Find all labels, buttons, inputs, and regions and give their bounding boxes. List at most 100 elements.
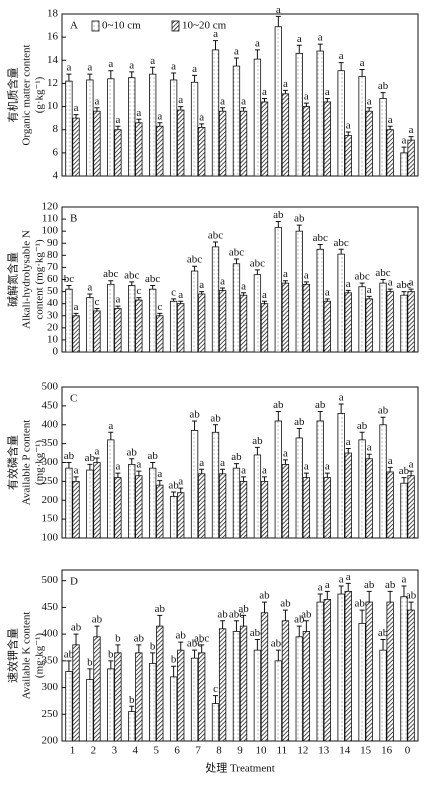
significance-letter: ab	[378, 627, 389, 639]
bar	[65, 467, 73, 539]
error-bar	[366, 295, 372, 299]
bar	[232, 263, 241, 353]
panel-label: A	[70, 20, 78, 32]
bar	[253, 454, 262, 539]
bar	[379, 424, 387, 539]
y-tick-label: 70	[47, 261, 59, 273]
error-bar	[213, 40, 219, 50]
error-bar	[136, 118, 142, 123]
significance-letter: a	[95, 446, 100, 458]
error-bar	[241, 107, 247, 112]
significance-letter: a	[220, 95, 225, 107]
error-bar	[296, 428, 302, 438]
y-tick-label: 90	[47, 237, 59, 249]
bar	[93, 636, 101, 742]
error-bar	[157, 312, 163, 316]
error-bar	[150, 462, 156, 469]
error-bar	[324, 472, 330, 478]
significance-letter: a	[339, 50, 344, 62]
bar	[135, 652, 143, 742]
y-tick-label: 300	[42, 681, 59, 693]
bar	[218, 289, 227, 353]
error-bar	[296, 44, 302, 54]
bar	[211, 246, 220, 353]
x-tick-label: 15	[360, 745, 372, 757]
bar	[281, 620, 290, 742]
error-bar	[129, 71, 135, 78]
y-tick-label: 4	[53, 170, 59, 182]
error-bar	[254, 638, 260, 651]
error-bar	[275, 221, 281, 228]
significance-letter: a	[339, 392, 344, 404]
x-tick-label: 2	[91, 745, 97, 757]
significance-letter: a	[325, 461, 330, 473]
significance-letter: abc	[194, 632, 209, 644]
y-tick-label: 14	[47, 54, 59, 66]
significance-letter: b	[87, 656, 93, 668]
bar	[93, 110, 101, 177]
significance-letter: b	[108, 648, 114, 660]
error-bar	[261, 601, 267, 613]
error-bar	[73, 114, 79, 119]
bar	[323, 477, 331, 539]
bar	[156, 125, 164, 177]
significance-letter: a	[241, 464, 246, 476]
bar	[400, 294, 408, 353]
bar	[65, 671, 73, 742]
bar	[302, 283, 311, 353]
error-bar	[150, 652, 156, 664]
bar	[358, 76, 366, 177]
bar	[365, 601, 373, 742]
y-axis-label: 碱解氮含量	[6, 252, 20, 307]
significance-letter: abc	[313, 232, 328, 244]
error-bar	[275, 411, 281, 421]
error-bar	[345, 289, 351, 293]
significance-letter: a	[220, 457, 225, 469]
bar	[379, 649, 387, 742]
bar	[128, 463, 136, 539]
bar	[358, 286, 366, 353]
bar	[316, 420, 324, 539]
significance-letter: c	[136, 285, 141, 297]
error-bar	[408, 470, 414, 476]
legend-swatch	[171, 20, 180, 32]
significance-letter: c	[95, 296, 100, 308]
error-bar	[150, 285, 156, 290]
significance-letter: b	[129, 694, 135, 706]
bar	[169, 496, 178, 539]
panel-label: C	[70, 393, 77, 405]
bar	[190, 430, 199, 539]
bar	[169, 676, 178, 742]
bar	[149, 288, 157, 353]
y-tick-label: 450	[42, 399, 59, 411]
bar	[114, 129, 122, 177]
y-tick-label: 8	[53, 123, 59, 135]
y-tick-label: 40	[47, 297, 59, 309]
error-bar	[108, 280, 114, 285]
error-bar	[171, 72, 177, 80]
error-bar	[178, 641, 184, 651]
significance-letter: abc	[145, 273, 160, 285]
y-axis-label: 有效磷含量	[6, 435, 20, 490]
bar	[177, 109, 185, 177]
bar	[198, 293, 206, 353]
significance-letter: a	[262, 464, 267, 476]
error-bar	[157, 122, 163, 127]
bar	[86, 79, 94, 177]
x-tick-label: 1	[70, 745, 76, 757]
significance-letter: a	[325, 286, 330, 298]
error-bar	[73, 312, 79, 316]
bar	[386, 601, 394, 742]
significance-letter: bc	[64, 273, 75, 285]
bar	[281, 282, 290, 353]
significance-letter: a	[297, 33, 302, 45]
y-tick-label: 150	[42, 513, 59, 525]
y-tick-label: 60	[47, 273, 59, 285]
y-tick-label: 250	[42, 475, 59, 487]
error-bar	[115, 305, 121, 309]
bar	[114, 477, 122, 539]
x-tick-label: 13	[318, 745, 330, 757]
x-tick-label: 4	[133, 745, 139, 757]
error-bar	[303, 620, 309, 632]
error-bar	[241, 614, 247, 627]
